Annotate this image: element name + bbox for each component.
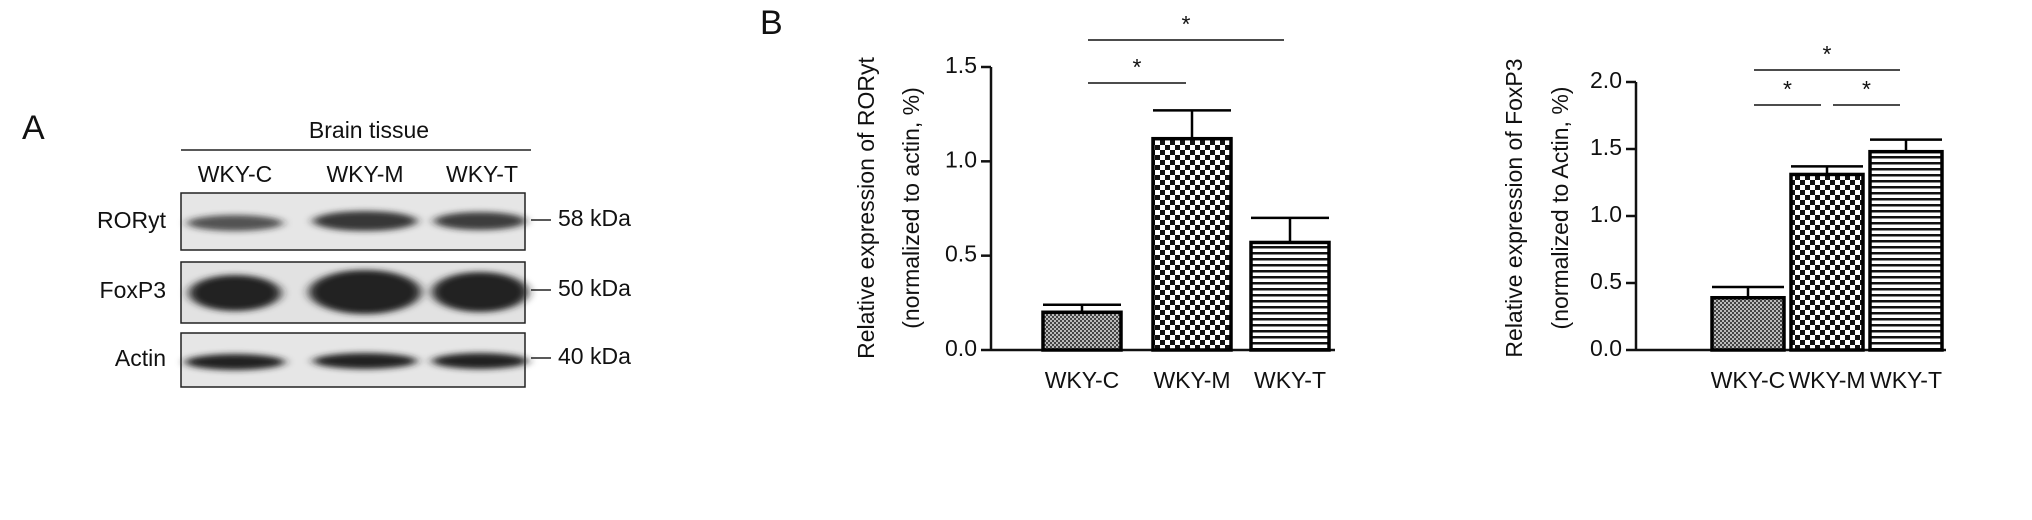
group-label: Brain tissue (309, 117, 429, 143)
y-tick-label: 1.5 (1590, 134, 1622, 160)
x-tick-label: WKY-T (1254, 367, 1326, 393)
y-axis-label: (normalized to Actin, %) (1547, 87, 1573, 330)
bar-chart: 0.0 0.5 1.0 1.5 Relative expression of RORyt… (853, 11, 1335, 393)
bar (1041, 310, 1123, 352)
lane-label: WKY-C (198, 161, 273, 187)
bar-chart: 0.0 0.5 1.0 1.5 2.0 Relative expression of Fo… (1501, 41, 1946, 393)
size-label: 58 kDa (558, 205, 631, 231)
band (313, 353, 417, 369)
y-axis-label: Relative expression of FoxP3 (1501, 58, 1527, 357)
band (185, 354, 285, 370)
bar (1789, 172, 1865, 352)
band (313, 211, 417, 231)
y-tick-label: 1.0 (945, 146, 977, 172)
significance-label: * (1823, 41, 1832, 67)
x-tick-label: WKY-C (1045, 367, 1120, 393)
size-label: 40 kDa (558, 343, 631, 369)
row-label: Actin (115, 345, 166, 371)
y-tick-label: 0.0 (945, 335, 977, 361)
band (189, 275, 281, 311)
band (309, 270, 421, 314)
significance-label: * (1862, 76, 1871, 102)
significance-label: * (1783, 76, 1792, 102)
y-axis-label: Relative expression of RORyt (853, 57, 879, 359)
bar (1868, 149, 1944, 352)
lane-label: WKY-M (326, 161, 403, 187)
band (434, 212, 526, 230)
panel-label: B (760, 4, 783, 42)
band (432, 353, 528, 369)
band (432, 272, 528, 312)
size-label: 50 kDa (558, 275, 631, 301)
row-label: RORyt (97, 207, 167, 233)
panel-label: A (22, 109, 45, 147)
bar (1249, 240, 1331, 352)
x-tick-label: WKY-T (1870, 367, 1942, 393)
significance-label: * (1182, 11, 1191, 37)
bar (1151, 136, 1233, 352)
y-tick-label: 0.5 (945, 241, 977, 267)
y-axis-label: (normalized to actin, %) (898, 87, 924, 329)
y-tick-label: 0.0 (1590, 335, 1622, 361)
x-tick-label: WKY-M (1153, 367, 1230, 393)
bar (1710, 295, 1786, 352)
y-tick-label: 1.5 (945, 52, 977, 78)
significance-label: * (1133, 54, 1142, 80)
western-blot (180, 149, 531, 388)
y-tick-label: 1.0 (1590, 201, 1622, 227)
x-tick-label: WKY-C (1711, 367, 1786, 393)
x-tick-label: WKY-M (1788, 367, 1865, 393)
lane-label: WKY-T (446, 161, 518, 187)
y-tick-label: 2.0 (1590, 67, 1622, 93)
y-tick-label: 0.5 (1590, 268, 1622, 294)
row-label: FoxP3 (100, 277, 166, 303)
band (187, 215, 283, 231)
